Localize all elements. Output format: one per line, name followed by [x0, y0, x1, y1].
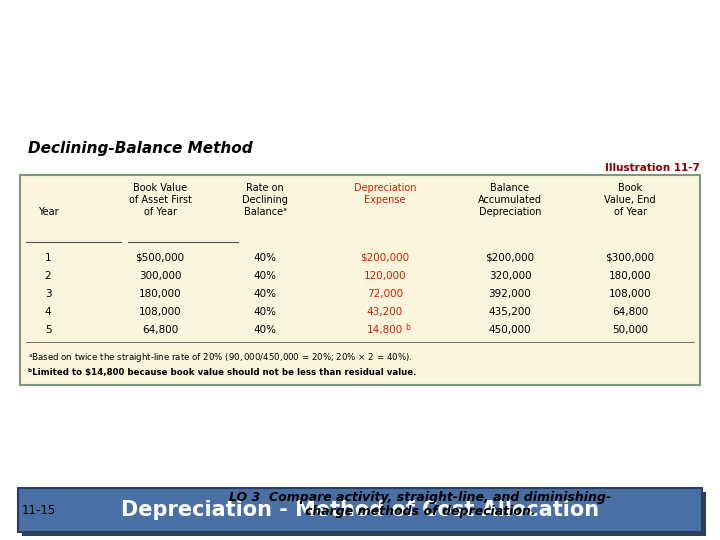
Text: 180,000: 180,000	[608, 271, 652, 281]
Text: 5: 5	[45, 325, 51, 335]
Text: 43,200: 43,200	[367, 307, 403, 317]
Text: 40%: 40%	[253, 325, 276, 335]
Text: 108,000: 108,000	[139, 307, 181, 317]
Text: Book: Book	[618, 183, 642, 193]
Text: Balanceᵃ: Balanceᵃ	[243, 207, 287, 217]
Text: Declining-Balance Method: Declining-Balance Method	[28, 140, 253, 156]
Text: Book Value: Book Value	[133, 183, 187, 193]
Text: Rate on: Rate on	[246, 183, 284, 193]
Text: $200,000: $200,000	[485, 253, 534, 263]
Text: 1: 1	[45, 253, 51, 263]
Text: 64,800: 64,800	[142, 325, 178, 335]
Text: 108,000: 108,000	[608, 289, 652, 299]
Text: 50,000: 50,000	[612, 325, 648, 335]
Text: of Year: of Year	[143, 207, 176, 217]
Text: 72,000: 72,000	[367, 289, 403, 299]
Text: Depreciation: Depreciation	[479, 207, 541, 217]
Text: 450,000: 450,000	[489, 325, 531, 335]
Text: b: b	[405, 322, 410, 332]
Text: ᵇLimited to $14,800 because book value should not be less than residual value.: ᵇLimited to $14,800 because book value s…	[28, 368, 416, 376]
Text: 320,000: 320,000	[489, 271, 531, 281]
Text: 120,000: 120,000	[364, 271, 406, 281]
FancyBboxPatch shape	[18, 488, 702, 532]
Text: of Asset First: of Asset First	[129, 195, 192, 205]
Text: Value, End: Value, End	[604, 195, 656, 205]
Text: Accumulated: Accumulated	[478, 195, 542, 205]
Text: LO 3  Compare activity, straight-line, and diminishing-: LO 3 Compare activity, straight-line, an…	[229, 491, 611, 504]
Text: 40%: 40%	[253, 307, 276, 317]
Text: Depreciation: Depreciation	[354, 183, 416, 193]
Text: 392,000: 392,000	[489, 289, 531, 299]
Text: 4: 4	[45, 307, 51, 317]
Text: Depreciation - Method of Cost Allocation: Depreciation - Method of Cost Allocation	[121, 500, 599, 520]
Text: 180,000: 180,000	[139, 289, 181, 299]
Text: 435,200: 435,200	[489, 307, 531, 317]
Text: charge methods of depreciation.: charge methods of depreciation.	[305, 505, 535, 518]
Text: 300,000: 300,000	[139, 271, 181, 281]
Text: ᵃBased on twice the straight-line rate of 20% ($90,000/$450,000 = 20%; 20% × 2 =: ᵃBased on twice the straight-line rate o…	[28, 352, 413, 365]
Text: $200,000: $200,000	[361, 253, 410, 263]
FancyBboxPatch shape	[22, 492, 706, 536]
Text: Illustration 11-7: Illustration 11-7	[605, 163, 700, 173]
Text: 40%: 40%	[253, 271, 276, 281]
Text: Year: Year	[37, 207, 58, 217]
Text: $500,000: $500,000	[135, 253, 184, 263]
Text: 11-15: 11-15	[22, 503, 56, 516]
Text: Balance: Balance	[490, 183, 530, 193]
Text: 40%: 40%	[253, 289, 276, 299]
Text: 2: 2	[45, 271, 51, 281]
Text: 14,800: 14,800	[367, 325, 403, 335]
Text: 64,800: 64,800	[612, 307, 648, 317]
Text: 3: 3	[45, 289, 51, 299]
Text: of Year: of Year	[613, 207, 647, 217]
FancyBboxPatch shape	[20, 175, 700, 385]
Text: Declining: Declining	[242, 195, 288, 205]
Text: 40%: 40%	[253, 253, 276, 263]
Text: Expense: Expense	[364, 195, 406, 205]
Text: $300,000: $300,000	[606, 253, 654, 263]
